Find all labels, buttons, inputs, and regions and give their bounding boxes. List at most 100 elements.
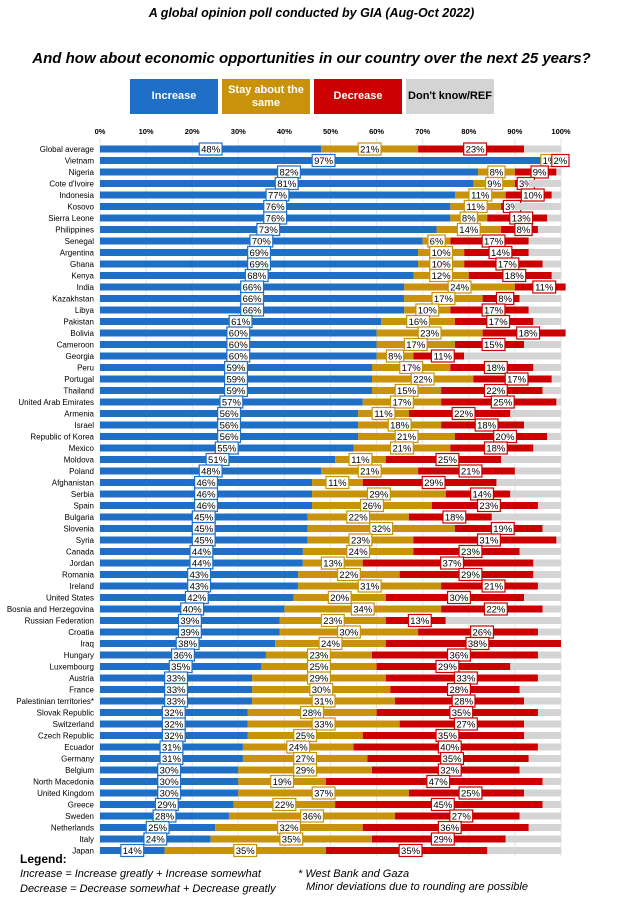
data-label: 29% — [438, 662, 458, 673]
data-label-box — [465, 636, 490, 651]
data-label: 60% — [229, 352, 249, 363]
bar-dont-know — [533, 364, 561, 371]
data-label-box — [481, 337, 506, 352]
bar-dont-know — [551, 375, 561, 383]
data-label: 14% — [123, 846, 143, 857]
legend-line-1: Increase = Increase greatly + Increase s… — [20, 868, 261, 880]
data-label: 21% — [360, 467, 380, 478]
data-label: 25% — [148, 823, 168, 834]
data-label: 18% — [505, 271, 525, 282]
category-label: France — [69, 686, 94, 695]
data-label: 24% — [146, 835, 166, 846]
data-label: 76% — [266, 214, 286, 225]
data-label: 45% — [194, 536, 214, 547]
category-label: Senegal — [65, 237, 95, 246]
category-label: Kosovo — [67, 203, 94, 212]
category-label: Israel — [74, 421, 94, 430]
category-label: Nigeria — [69, 168, 95, 177]
data-label: 33% — [456, 674, 476, 685]
data-label: 24% — [349, 547, 369, 558]
data-label-box — [451, 406, 476, 421]
x-tick-label: 100% — [551, 127, 571, 136]
category-label: Hungary — [64, 651, 94, 660]
data-label-box — [490, 395, 515, 409]
data-label: 69% — [250, 260, 270, 271]
bar-dont-know — [542, 387, 561, 394]
data-label: 29% — [433, 835, 453, 846]
data-label: 22% — [486, 386, 506, 397]
data-label: 20% — [496, 432, 516, 443]
data-label: 3% — [505, 202, 519, 213]
data-label-box — [359, 498, 384, 513]
data-label-box — [483, 602, 508, 616]
data-label: 37% — [314, 789, 334, 800]
data-label-box — [293, 763, 318, 777]
category-label: Pakistan — [63, 318, 94, 327]
category-label: Jordan — [70, 559, 94, 568]
data-label: 31% — [162, 754, 182, 765]
data-label: 56% — [220, 421, 240, 432]
bar-dont-know — [514, 203, 561, 210]
data-label: 81% — [277, 179, 297, 190]
data-label: 59% — [226, 363, 246, 374]
data-label: 11% — [374, 409, 393, 420]
data-label: 45% — [433, 800, 453, 811]
data-label: 45% — [194, 513, 214, 524]
data-label: 30% — [160, 789, 180, 800]
data-label-box — [300, 809, 325, 823]
bar-dont-know — [519, 812, 561, 820]
footnote-1: * West Bank and Gaza — [298, 868, 410, 880]
data-label: 48% — [201, 467, 221, 478]
bar-dont-know — [445, 617, 561, 624]
data-label: 37% — [443, 559, 463, 570]
category-label: Peru — [77, 364, 94, 373]
data-label: 10% — [432, 248, 452, 259]
legend-line-2: Decrease = Decrease somewhat + Decrease … — [20, 883, 276, 895]
data-label-box — [325, 475, 350, 490]
data-label-box — [270, 774, 295, 789]
data-label: 44% — [192, 559, 212, 570]
bar-dont-know — [528, 237, 561, 245]
data-label: 21% — [484, 582, 504, 593]
bar-dont-know — [528, 180, 561, 187]
data-label: 8% — [462, 214, 476, 225]
data-label-box — [516, 326, 541, 340]
bar-dont-know — [514, 467, 561, 475]
data-label: 28% — [155, 812, 175, 823]
data-label: 29% — [461, 570, 481, 581]
category-label: Portugal — [64, 375, 94, 384]
data-label: 22% — [454, 409, 474, 420]
data-label: 11% — [471, 191, 490, 202]
data-label: 60% — [229, 329, 249, 340]
data-label: 11% — [351, 455, 370, 466]
data-label: 30% — [449, 593, 469, 604]
bar-dont-know — [519, 295, 561, 302]
bar-dont-know — [519, 686, 561, 693]
bar-dont-know — [528, 755, 561, 762]
data-label: 21% — [397, 432, 417, 443]
data-label: 32% — [440, 766, 460, 777]
data-label: 22% — [275, 800, 295, 811]
bar-dont-know — [528, 824, 561, 831]
data-label: 59% — [226, 386, 246, 397]
data-label: 3% — [519, 179, 533, 190]
data-label-box — [463, 142, 488, 156]
data-label-box — [327, 590, 352, 605]
data-label: 1% — [543, 156, 557, 167]
data-label: 25% — [296, 731, 316, 742]
data-label-box — [530, 165, 549, 179]
data-label: 18% — [519, 329, 539, 340]
legend-increase: Increase — [130, 79, 218, 114]
data-label: 26% — [473, 628, 493, 639]
data-label-box — [435, 452, 460, 467]
data-label-box — [346, 544, 371, 559]
data-label-box — [357, 142, 382, 156]
data-label: 15% — [397, 386, 417, 397]
data-label-box — [458, 464, 483, 478]
data-label: 17% — [392, 398, 412, 409]
data-label: 18% — [486, 363, 506, 374]
data-label: 18% — [390, 421, 410, 432]
data-label-box — [350, 602, 375, 616]
bar-dont-know — [537, 709, 561, 716]
